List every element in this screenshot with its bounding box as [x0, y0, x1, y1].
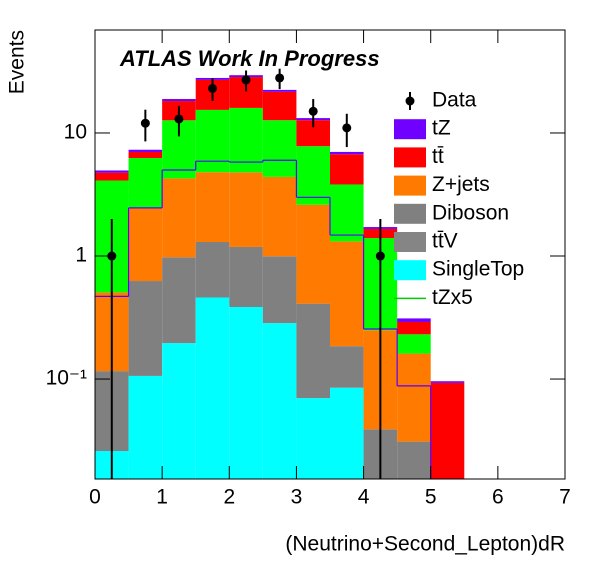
legend-swatch: [394, 119, 426, 140]
data-point: [342, 123, 352, 133]
x-tick-label: 5: [425, 486, 437, 509]
bar-segment: [430, 382, 465, 479]
y-axis-label: Events: [6, 30, 29, 94]
legend: Data tZ tt̄ Z+jets Diboson tt̄V SingleTop tZx5: [394, 89, 524, 309]
bar-segment: [195, 241, 230, 298]
data-point: [308, 106, 318, 116]
x-tick-label: 0: [89, 486, 101, 509]
bar-segment: [128, 207, 163, 282]
legend-label: Diboson: [432, 201, 509, 224]
bar-segment: [128, 158, 163, 208]
data-point: [208, 83, 217, 93]
legend-label: SingleTop: [432, 258, 524, 281]
bar-segment: [162, 257, 196, 344]
data-point: [241, 75, 251, 85]
bar-segment: [262, 91, 297, 121]
bar-segment: [330, 387, 364, 479]
plot-area: [95, 68, 465, 479]
x-tick-label: 6: [492, 486, 504, 509]
legend-label: tt̄V: [432, 230, 458, 253]
legend-label: Data: [432, 89, 477, 112]
legend-marker: [405, 96, 415, 106]
legend-swatch: [394, 260, 426, 281]
bar-segment: [330, 151, 364, 155]
bar-segment: [262, 176, 297, 257]
data-point: [107, 251, 117, 261]
data-point: [174, 114, 184, 124]
legend-label: tt̄: [432, 145, 444, 168]
bar-segment: [128, 149, 163, 152]
bar-segment: [296, 303, 330, 399]
bar-segment: [162, 99, 196, 102]
y-tick-label: 1: [75, 244, 87, 267]
bar-segment: [229, 172, 263, 247]
axes: 0 1 2 3 4 5 6 7 10⁻¹ 1 10: [46, 29, 571, 509]
bar-segment: [128, 151, 163, 159]
annotation: ATLAS Work In Progress: [119, 46, 380, 71]
bar-segment: [128, 281, 163, 376]
bar-segment: [95, 170, 129, 173]
bar-segment: [296, 204, 330, 304]
bar-segment: [430, 381, 465, 383]
bar-segment: [330, 346, 364, 388]
bar-segment: [195, 172, 230, 242]
frame: [94, 29, 566, 480]
x-tick-label: 4: [358, 486, 370, 509]
bar-segment: [397, 318, 431, 322]
data-point: [275, 73, 285, 83]
bar-segment: [128, 375, 163, 479]
bar-segment: [262, 256, 297, 324]
bar-segment: [229, 107, 263, 173]
bar-segment: [262, 323, 297, 479]
bar-segment: [397, 321, 431, 335]
bar-segment: [162, 178, 196, 258]
bar-segment: [195, 109, 230, 173]
bar-segment: [296, 398, 330, 479]
y-tick-label: 10⁻¹: [46, 367, 87, 390]
x-tick-label: 2: [223, 486, 235, 509]
bar-segment: [397, 353, 431, 442]
bar-segment: [262, 89, 297, 92]
bar-segment: [95, 172, 129, 181]
bar-segment: [162, 343, 196, 479]
legend-swatch: [394, 175, 426, 196]
data-point: [140, 118, 150, 128]
legend-swatch: [394, 147, 426, 168]
x-tick-label: 7: [559, 486, 571, 509]
bar-segment: [262, 120, 297, 177]
y-tick-label: 10: [64, 121, 87, 144]
bar-segment: [229, 307, 263, 479]
legend-swatch: [394, 203, 426, 224]
bar-segment: [229, 246, 263, 308]
bar-segment: [330, 184, 364, 242]
legend-swatch: [394, 232, 426, 252]
x-tick-label: 3: [291, 486, 303, 509]
legend-label: tZ: [432, 117, 451, 140]
bar-segment: [195, 297, 230, 479]
x-axis-label: (Neutrino+Second_Lepton)dR: [285, 533, 565, 556]
bar-segment: [330, 241, 364, 347]
legend-label: Z+jets: [432, 173, 490, 196]
bar-segment: [330, 154, 364, 185]
legend-label: tZx5: [432, 286, 473, 309]
bar-segment: [397, 334, 431, 354]
x-tick-label: 1: [156, 486, 168, 509]
bar-segment: [296, 146, 330, 205]
bar-segment: [397, 441, 431, 479]
data-point: [375, 251, 385, 261]
